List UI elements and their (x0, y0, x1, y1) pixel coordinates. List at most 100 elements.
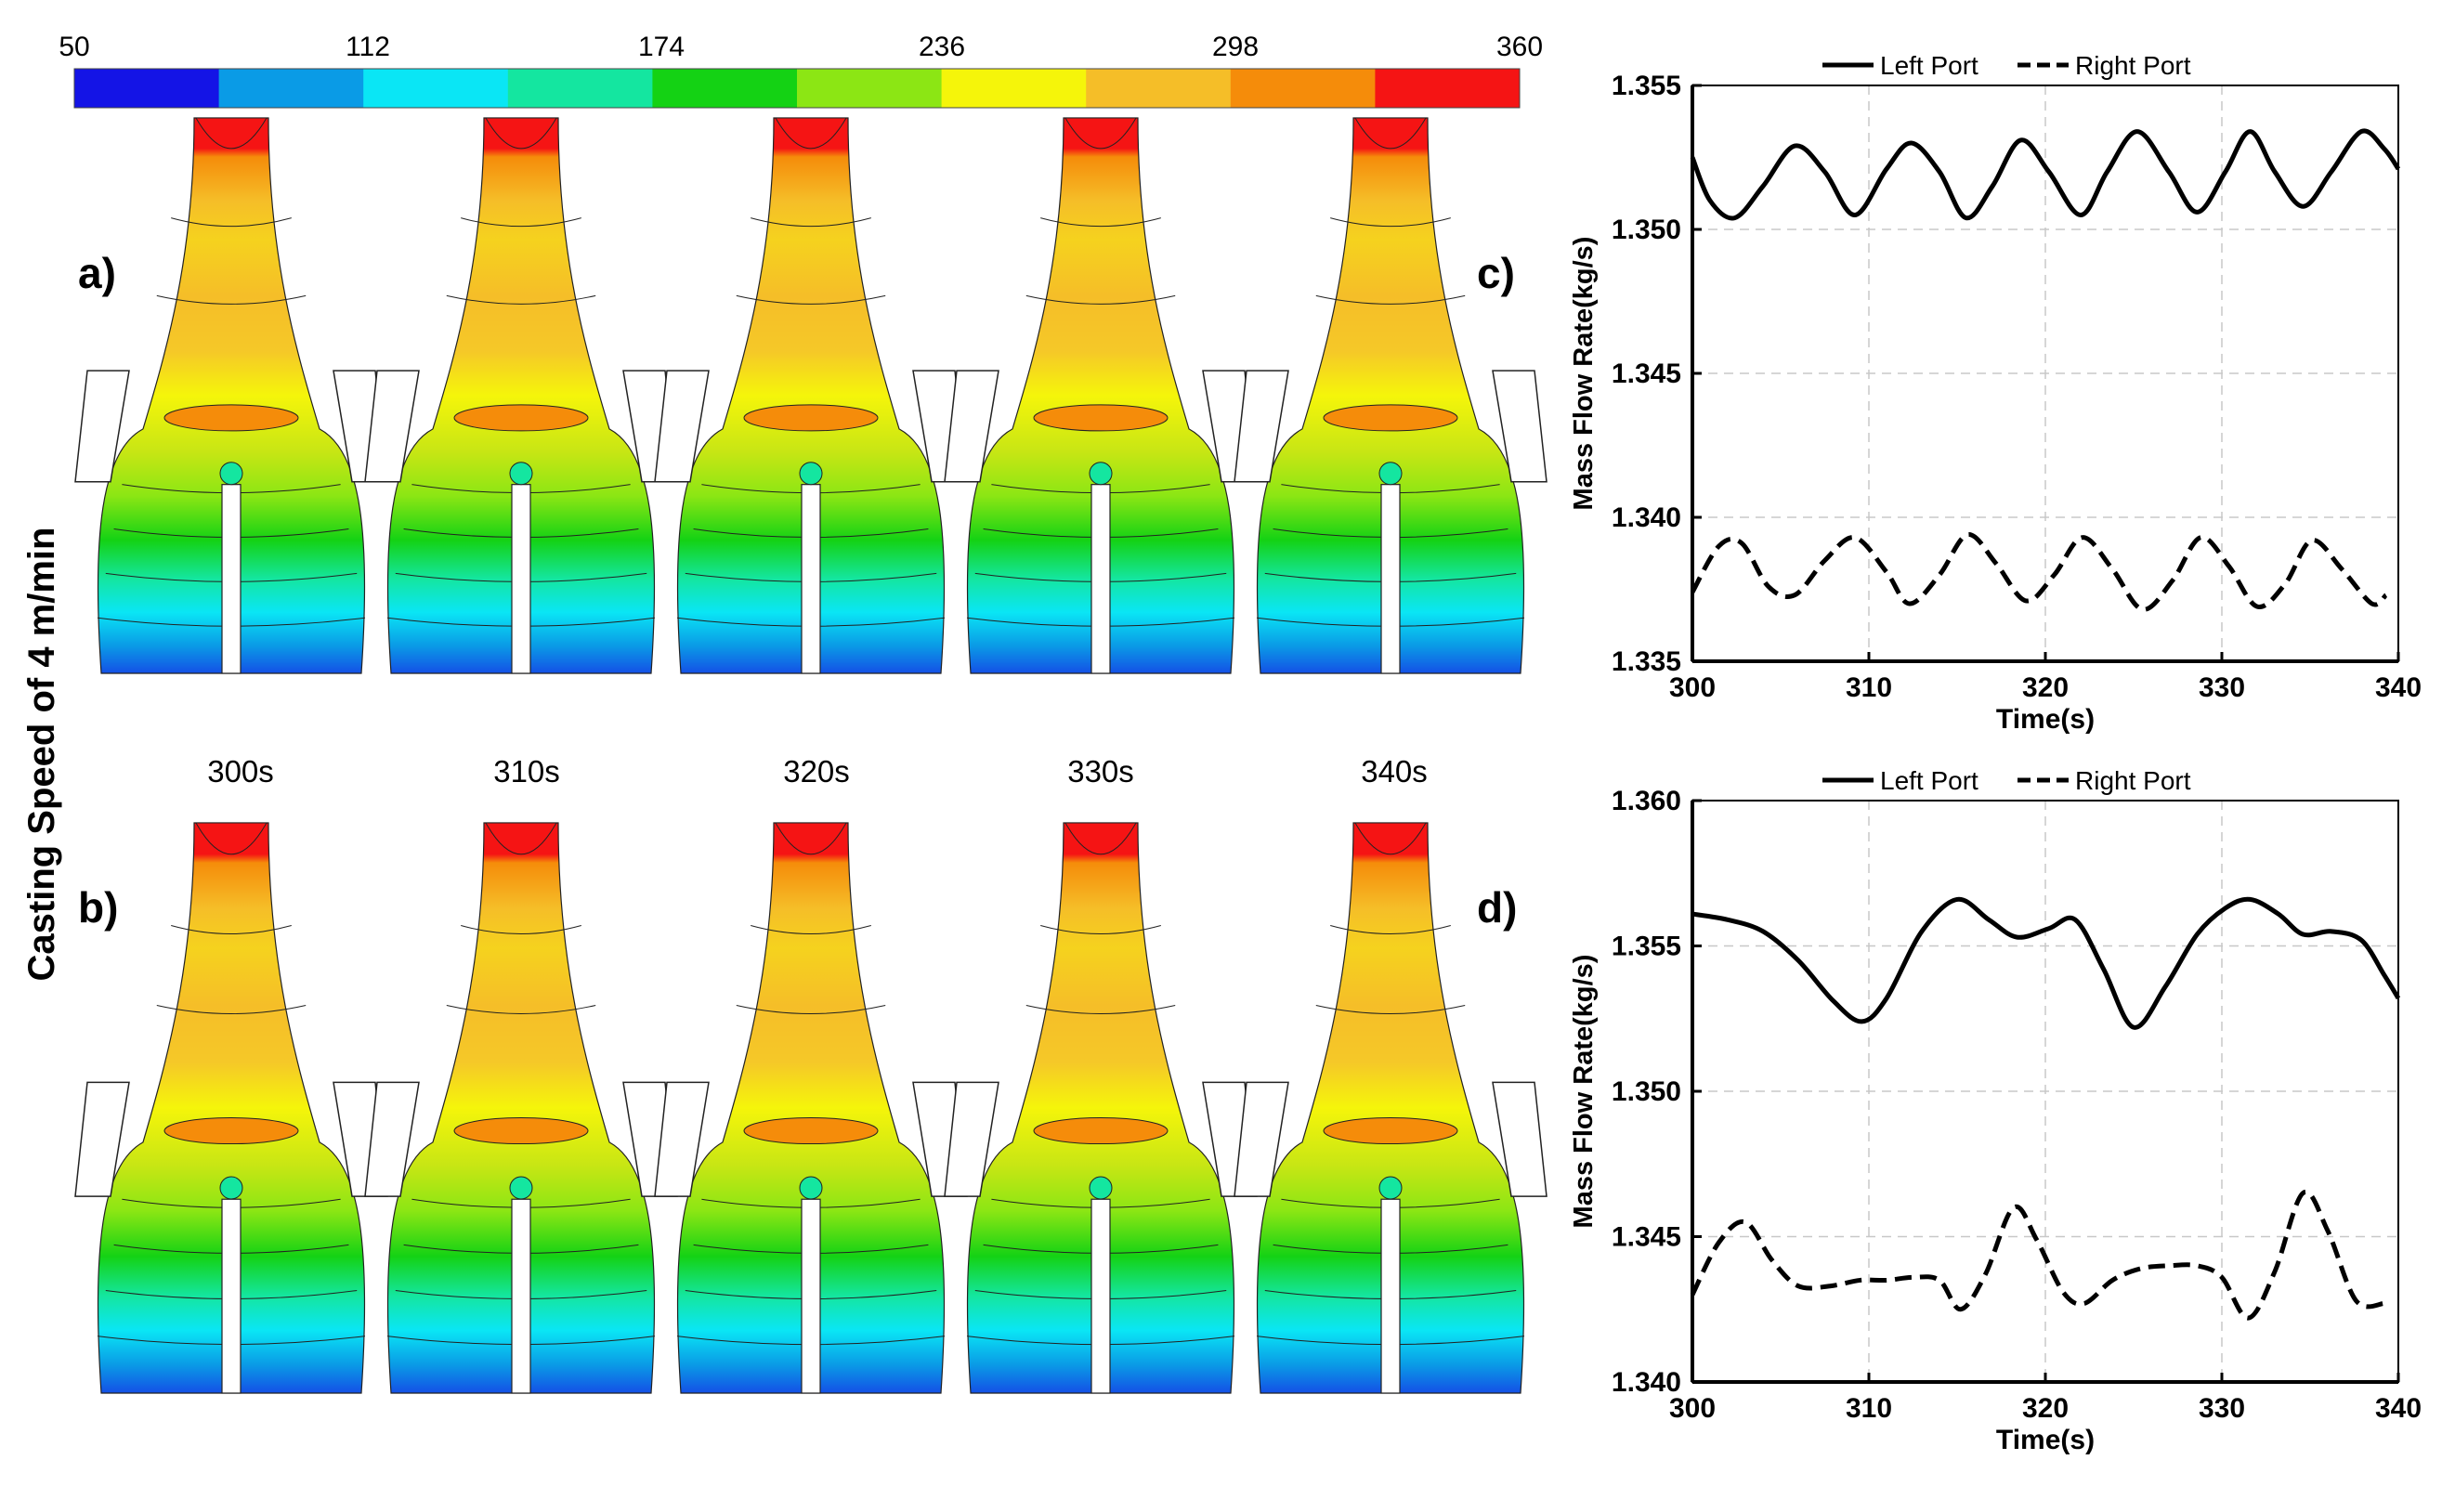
colorbar-segment (1375, 69, 1521, 108)
nozzle (511, 484, 531, 674)
contour-field-b-3 (654, 822, 968, 1394)
y-tick-label: 1.355 (1612, 71, 1681, 101)
colorbar-tick-label: 50 (59, 32, 89, 62)
legend-label: Right Port (2075, 51, 2191, 80)
time-label: 330s (1067, 754, 1134, 789)
x-tick-label: 320 (2022, 672, 2069, 703)
mold-wall-left (654, 1081, 710, 1197)
colorbar-segment (797, 69, 943, 108)
time-label: 320s (783, 754, 850, 789)
field-meniscus (775, 117, 847, 150)
x-tick-label: 340 (2375, 1393, 2422, 1424)
mold-wall-left (74, 1081, 130, 1197)
x-tick-label: 300 (1669, 1393, 1716, 1424)
y-tick-label: 1.355 (1612, 932, 1681, 962)
colorbar-segment (74, 69, 220, 108)
field-contour-line (461, 217, 581, 228)
mold-wall-left (74, 370, 130, 483)
y-tick-label: 1.345 (1612, 1222, 1681, 1253)
figure-labels: a) b) c) d) 300s 310s 320s 330s 340s Casting Spee… (21, 249, 1517, 981)
colorbar-segment (218, 69, 364, 108)
contour-field-a-3 (654, 117, 968, 674)
nozzle-jet-core (1089, 462, 1113, 486)
time-label: 340s (1361, 754, 1428, 789)
field-contour-line (1025, 1004, 1176, 1014)
field-contour-line (156, 1004, 307, 1014)
field-contour-line (751, 217, 871, 228)
legend-label: Left Port (1880, 51, 1978, 80)
field-hot-band (163, 1117, 299, 1145)
nozzle (1090, 484, 1111, 674)
y-tick-label: 1.360 (1612, 786, 1681, 816)
field-contour-line (736, 294, 886, 305)
field-contour-line (461, 925, 581, 935)
field-hot-band (1033, 404, 1169, 432)
field-meniscus (195, 822, 268, 855)
field-meniscus (485, 822, 557, 855)
y-axis-label: Mass Flow Rate(kg/s) (1569, 955, 1599, 1229)
colorbar-tick-label: 236 (919, 32, 965, 62)
series-line-right-port (1690, 1189, 2385, 1321)
field-contour-line (1040, 925, 1161, 935)
colorbar-tick-label: 298 (1212, 32, 1259, 62)
nozzle-jet-core (219, 462, 243, 486)
series-line-left-port (1690, 128, 2401, 221)
field-meniscus (485, 117, 557, 150)
field-meniscus (1354, 117, 1427, 150)
colorbar: 50 112 174 236 298 360 (59, 32, 1543, 109)
field-meniscus (1354, 822, 1427, 855)
nozzle (221, 484, 242, 674)
nozzle-jet-core (1089, 1176, 1113, 1200)
mold-wall-left (1234, 1081, 1289, 1197)
contour-field-a-5 (1234, 117, 1547, 674)
field-meniscus (195, 117, 268, 150)
field-meniscus (775, 822, 847, 855)
field-contour-line (1315, 1004, 1466, 1014)
mold-wall-left (1234, 370, 1289, 483)
colorbar-segment (507, 69, 653, 108)
field-contour-line (446, 294, 596, 305)
field-hot-band (1323, 1117, 1458, 1145)
field-hot-band (1323, 404, 1458, 432)
x-axis-label: Time(s) (1996, 704, 2095, 735)
nozzle (801, 1198, 821, 1394)
time-label: 300s (207, 754, 274, 789)
side-label: Casting Speed of 4 m/min (21, 528, 62, 982)
y-axis-label: Mass Flow Rate(kg/s) (1569, 237, 1599, 511)
field-contour-line (171, 217, 292, 228)
contour-field-a-4 (944, 117, 1258, 674)
mold-wall-left (364, 1081, 420, 1197)
field-contour-line (1025, 294, 1176, 305)
field-hot-band (1033, 1117, 1169, 1145)
y-tick-label: 1.350 (1612, 215, 1681, 245)
colorbar-frame (73, 68, 1521, 109)
field-meniscus (1064, 117, 1137, 150)
panel-label-c: c) (1477, 249, 1515, 297)
contour-field-b-1 (74, 822, 388, 1394)
nozzle (1380, 1198, 1401, 1394)
field-hot-band (453, 404, 589, 432)
nozzle (801, 484, 821, 674)
nozzle-jet-core (799, 462, 823, 486)
colorbar-segment (1086, 69, 1232, 108)
field-meniscus (1064, 822, 1137, 855)
nozzle-jet-core (509, 462, 533, 486)
mold-wall-left (654, 370, 710, 483)
contour-field-a-1 (74, 117, 388, 674)
contour-fields (74, 117, 1547, 1394)
colorbar-tick-label: 174 (638, 32, 685, 62)
y-tick-label: 1.340 (1612, 1367, 1681, 1398)
field-contour-line (736, 1004, 886, 1014)
field-hot-band (453, 1117, 589, 1145)
nozzle-jet-core (1378, 462, 1403, 486)
chart-c: 300 310 320 330 340 1.335 1.340 1.345 1.350 1.355… (1569, 51, 2422, 735)
y-tick-label: 1.340 (1612, 502, 1681, 533)
panel-label-b: b) (78, 883, 118, 932)
time-label: 310s (493, 754, 560, 789)
field-hot-band (743, 404, 879, 432)
nozzle-jet-core (799, 1176, 823, 1200)
colorbar-tick-label: 360 (1496, 32, 1543, 62)
field-contour-line (156, 294, 307, 305)
